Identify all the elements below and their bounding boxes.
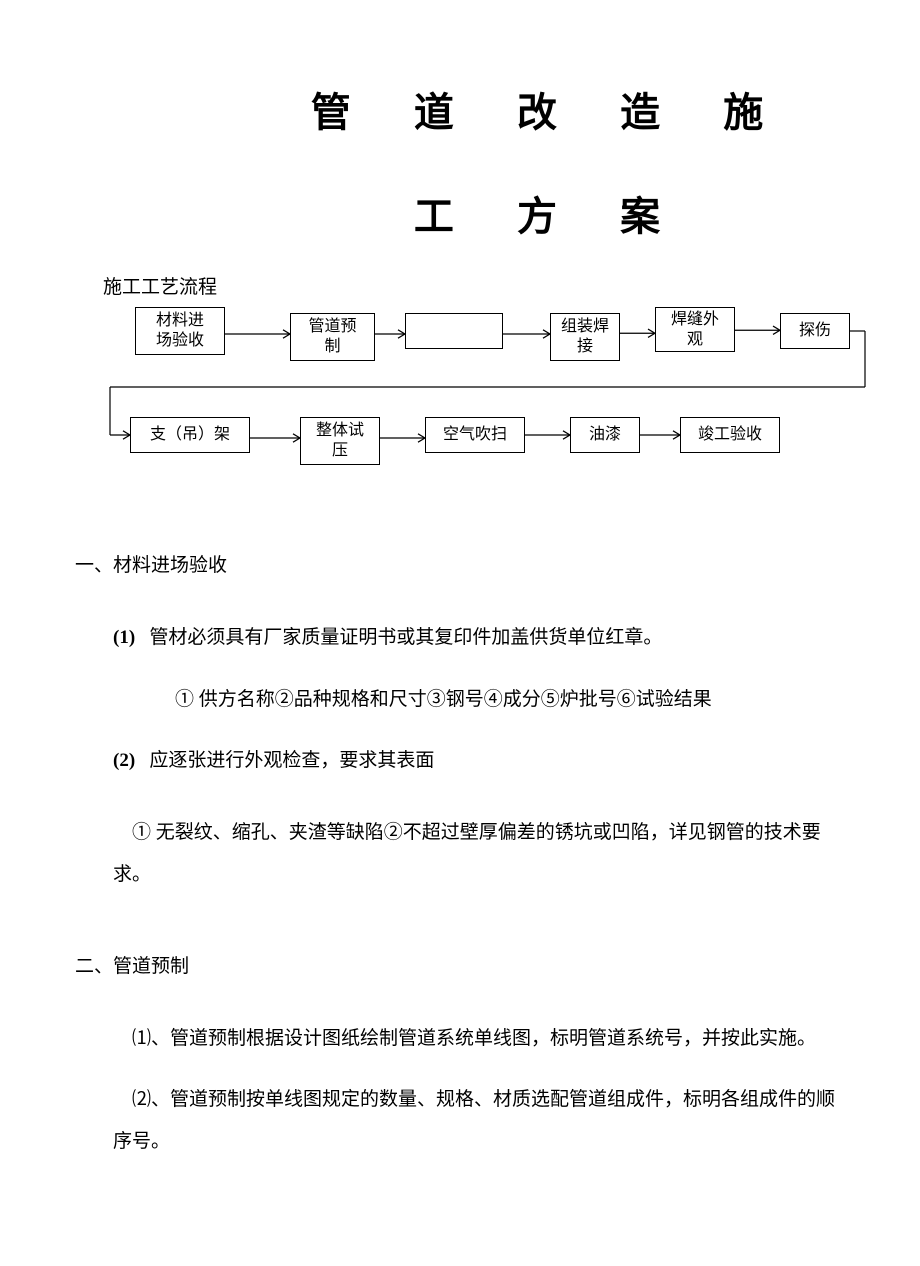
p2-label: (2) — [113, 750, 135, 771]
flow-node-n2: 管道预制 — [290, 313, 375, 361]
process-flowchart: 材料进场验收 管道预制 组装焊接焊缝外观 探伤支（吊）架 整体试压 空气吹扫 油漆 竣工验收 — [95, 307, 875, 487]
flow-node-n8: 整体试压 — [300, 417, 380, 465]
paragraph-3: ⑴、管道预制根据设计图纸绘制管道系统单线图，标明管道系统号，并按此实施。 — [75, 1018, 845, 1060]
flow-node-n1: 材料进场验收 — [135, 307, 225, 355]
paragraph-1-sub: ① 供方名称②品种规格和尺寸③钢号④成分⑤炉批号⑥试验结果 — [75, 679, 845, 721]
title-line-2: 工 方 案 — [295, 184, 805, 242]
flow-node-n7: 支（吊）架 — [130, 417, 250, 453]
flow-subheading: 施工工艺流程 — [103, 272, 845, 299]
document-title: 管 道 改 造 施 工 方 案 — [295, 80, 805, 242]
p1-label: (1) — [113, 627, 135, 648]
section-2-heading: 二、管道预制 — [75, 946, 845, 988]
flow-node-n10: 油漆 — [570, 417, 640, 453]
title-line-1: 管 道 改 造 施 — [295, 80, 805, 138]
flow-node-n9: 空气吹扫 — [425, 417, 525, 453]
flow-node-n5: 焊缝外观 — [655, 307, 735, 352]
paragraph-4: ⑵、管道预制按单线图规定的数量、规格、材质选配管道组成件，标明各组成件的顺序号。 — [75, 1079, 845, 1163]
flow-node-n11: 竣工验收 — [680, 417, 780, 453]
flow-node-n3 — [405, 313, 503, 349]
p1-text: 管材必须具有厂家质量证明书或其复印件加盖供货单位红章。 — [149, 627, 662, 648]
flow-node-n4: 组装焊接 — [550, 313, 620, 361]
p2-text: 应逐张进行外观检查，要求其表面 — [149, 750, 434, 771]
section-1-heading: 一、材料进场验收 — [75, 545, 845, 587]
p3-text: ⑴、管道预制根据设计图纸绘制管道系统单线图，标明管道系统号，并按此实施。 — [132, 1028, 816, 1049]
paragraph-2-sub: ① 无裂纹、缩孔、夹渣等缺陷②不超过壁厚偏差的锈坑或凹陷，详见钢管的技术要求。 — [75, 812, 845, 896]
paragraph-1: (1) 管材必须具有厂家质量证明书或其复印件加盖供货单位红章。 — [75, 617, 845, 659]
flow-node-n6: 探伤 — [780, 313, 850, 349]
p2-sub-text: ① 无裂纹、缩孔、夹渣等缺陷②不超过壁厚偏差的锈坑或凹陷，详见钢管的技术要求。 — [113, 822, 821, 885]
p4-text: ⑵、管道预制按单线图规定的数量、规格、材质选配管道组成件，标明各组成件的顺序号。 — [113, 1089, 835, 1152]
paragraph-2: (2) 应逐张进行外观检查，要求其表面 — [75, 740, 845, 782]
document-page: 管 道 改 造 施 工 方 案 施工工艺流程 材料进场验收 管道预制 组装焊接焊缝外… — [0, 0, 920, 1266]
